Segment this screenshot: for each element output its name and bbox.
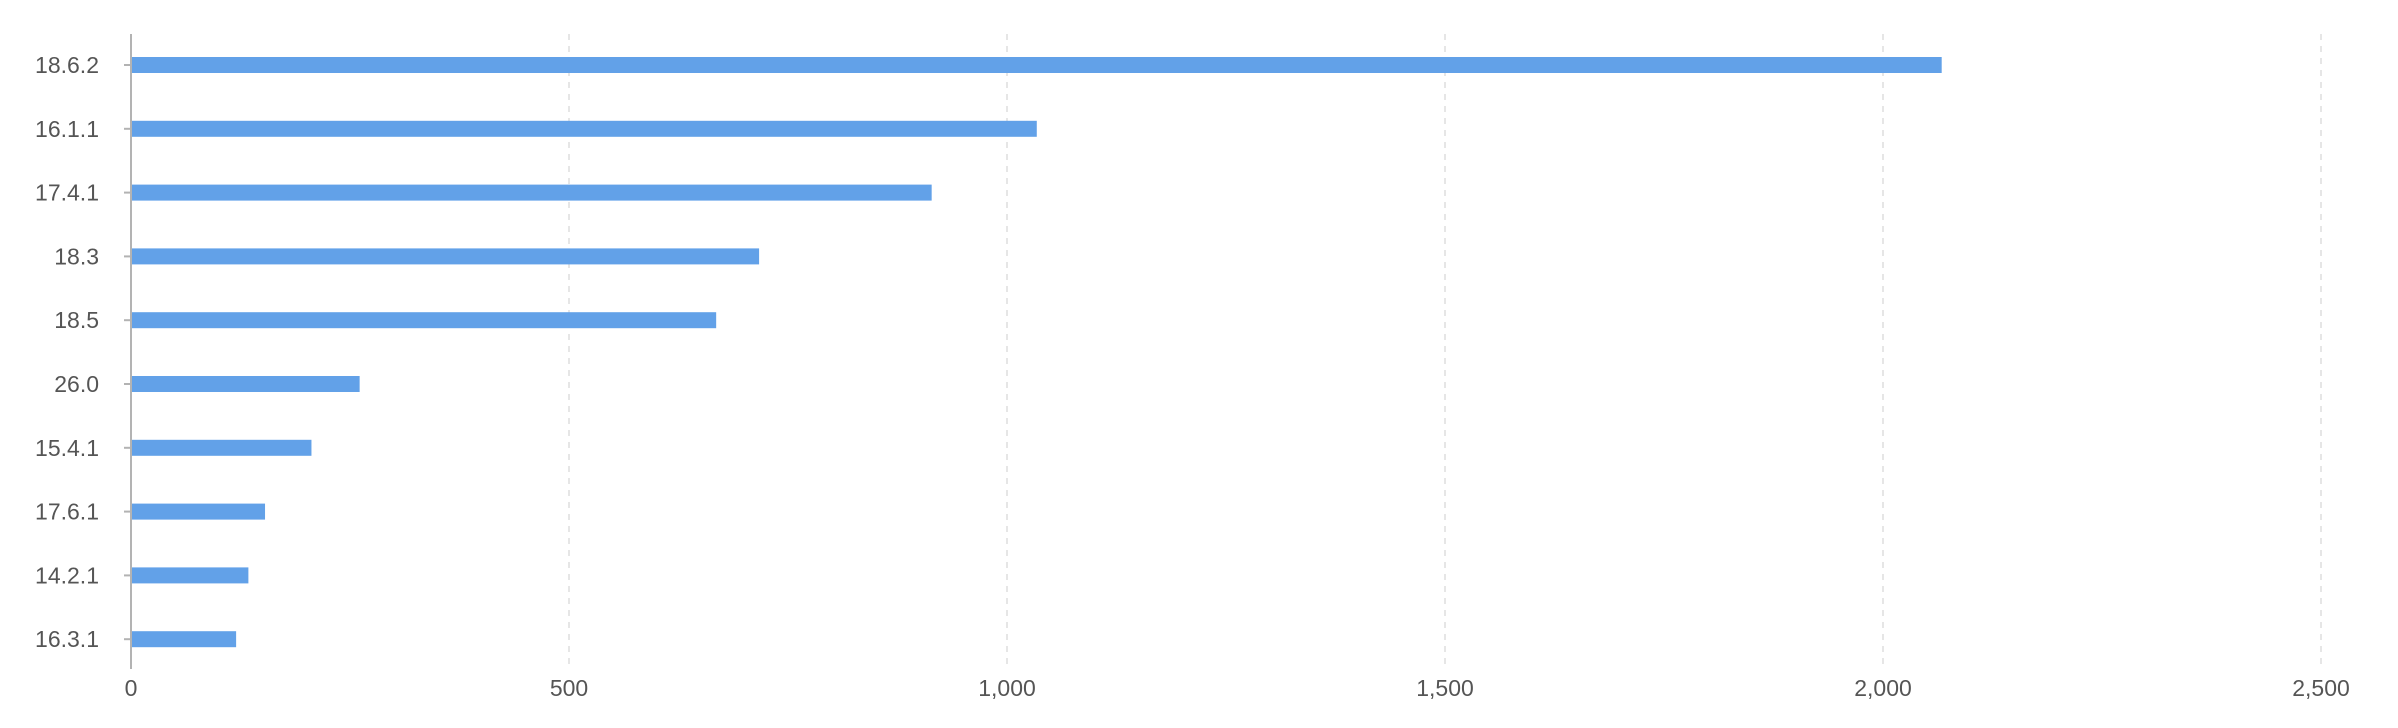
tick-labels: 18.6.2 16.1.1 17.4.1 18.3 18.5 26.0 15.4.1 17.6… — [35, 52, 2350, 701]
bar — [131, 567, 249, 584]
grid — [568, 34, 2322, 669]
x-tick-label: 2,000 — [1854, 675, 1912, 701]
bars — [131, 57, 1942, 648]
bar — [131, 312, 717, 329]
x-tick-label: 1,500 — [1416, 675, 1474, 701]
y-tick-label: 17.4.1 — [35, 180, 99, 206]
y-tick-label: 18.6.2 — [35, 52, 99, 78]
y-tick-label: 17.6.1 — [35, 499, 99, 525]
bar — [131, 248, 760, 265]
x-tick-label: 1,000 — [978, 675, 1036, 701]
y-tick-label: 16.1.1 — [35, 116, 99, 142]
bar — [131, 376, 360, 392]
bar — [131, 120, 1037, 137]
bar — [131, 631, 237, 648]
bar — [131, 503, 266, 520]
y-tick-label: 18.3 — [54, 243, 99, 269]
y-tick-label: 16.3.1 — [35, 626, 99, 652]
bar — [131, 57, 1942, 73]
y-tick-label: 18.5 — [54, 307, 99, 333]
bar — [131, 439, 312, 456]
y-tick-label: 14.2.1 — [35, 562, 99, 588]
bar — [131, 184, 932, 201]
x-tick-label: 2,500 — [2292, 675, 2350, 701]
x-tick-label: 500 — [550, 675, 588, 701]
axes — [124, 34, 132, 669]
y-tick-label: 26.0 — [54, 371, 99, 397]
x-tick-label: 0 — [125, 675, 138, 701]
y-tick-label: 15.4.1 — [35, 435, 99, 461]
